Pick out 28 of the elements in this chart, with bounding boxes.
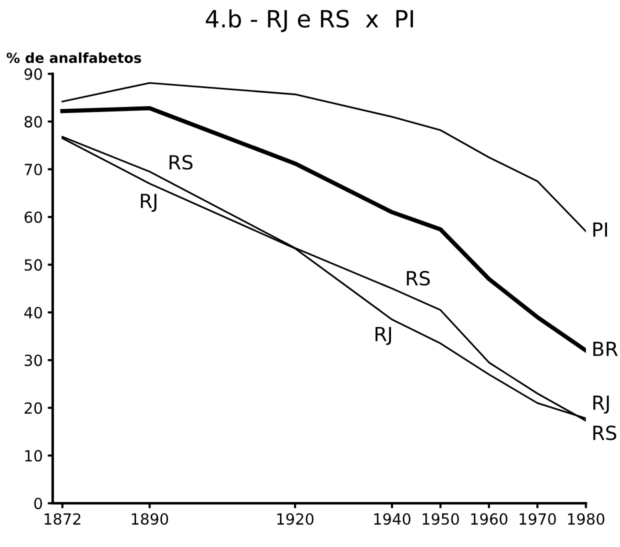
annotation: RS	[170, 154, 193, 170]
annotation: RJ	[140, 194, 156, 212]
y-tick-label: 10	[25, 450, 42, 462]
y-tick-label: 50	[24, 259, 42, 271]
chart-title: 4.b - RJ e RS x PI	[206, 9, 413, 32]
y-axis-title: % de analfabetos	[6, 52, 142, 64]
x-tick-label: 1980	[568, 513, 604, 525]
y-tick-label: 90	[24, 68, 42, 80]
x-tick-label: 1872	[44, 513, 80, 525]
series-label: PI	[593, 222, 608, 237]
annotation: RS	[406, 270, 430, 286]
x-tick-label: 1960	[471, 513, 508, 525]
y-tick-label: 70	[24, 164, 42, 176]
x-tick-label: 1950	[422, 513, 459, 525]
series-label: RS	[593, 426, 616, 440]
y-tick-label: 40	[24, 306, 42, 318]
x-tick-label: 1920	[277, 513, 314, 525]
y-tick-label: 20	[24, 402, 42, 414]
x-tick-label: 1890	[132, 513, 168, 525]
y-tick-label: 30	[24, 354, 42, 366]
series-label: BR	[593, 342, 618, 356]
x-tick-label: 1940	[374, 513, 410, 525]
annotation: RJ	[376, 326, 391, 346]
y-tick-label: 60	[24, 211, 42, 223]
y-tick-label: 0	[34, 498, 42, 510]
y-tick-label: 80	[24, 116, 42, 128]
series-label: RJ	[593, 396, 609, 414]
x-tick-label: 1970	[520, 513, 556, 525]
